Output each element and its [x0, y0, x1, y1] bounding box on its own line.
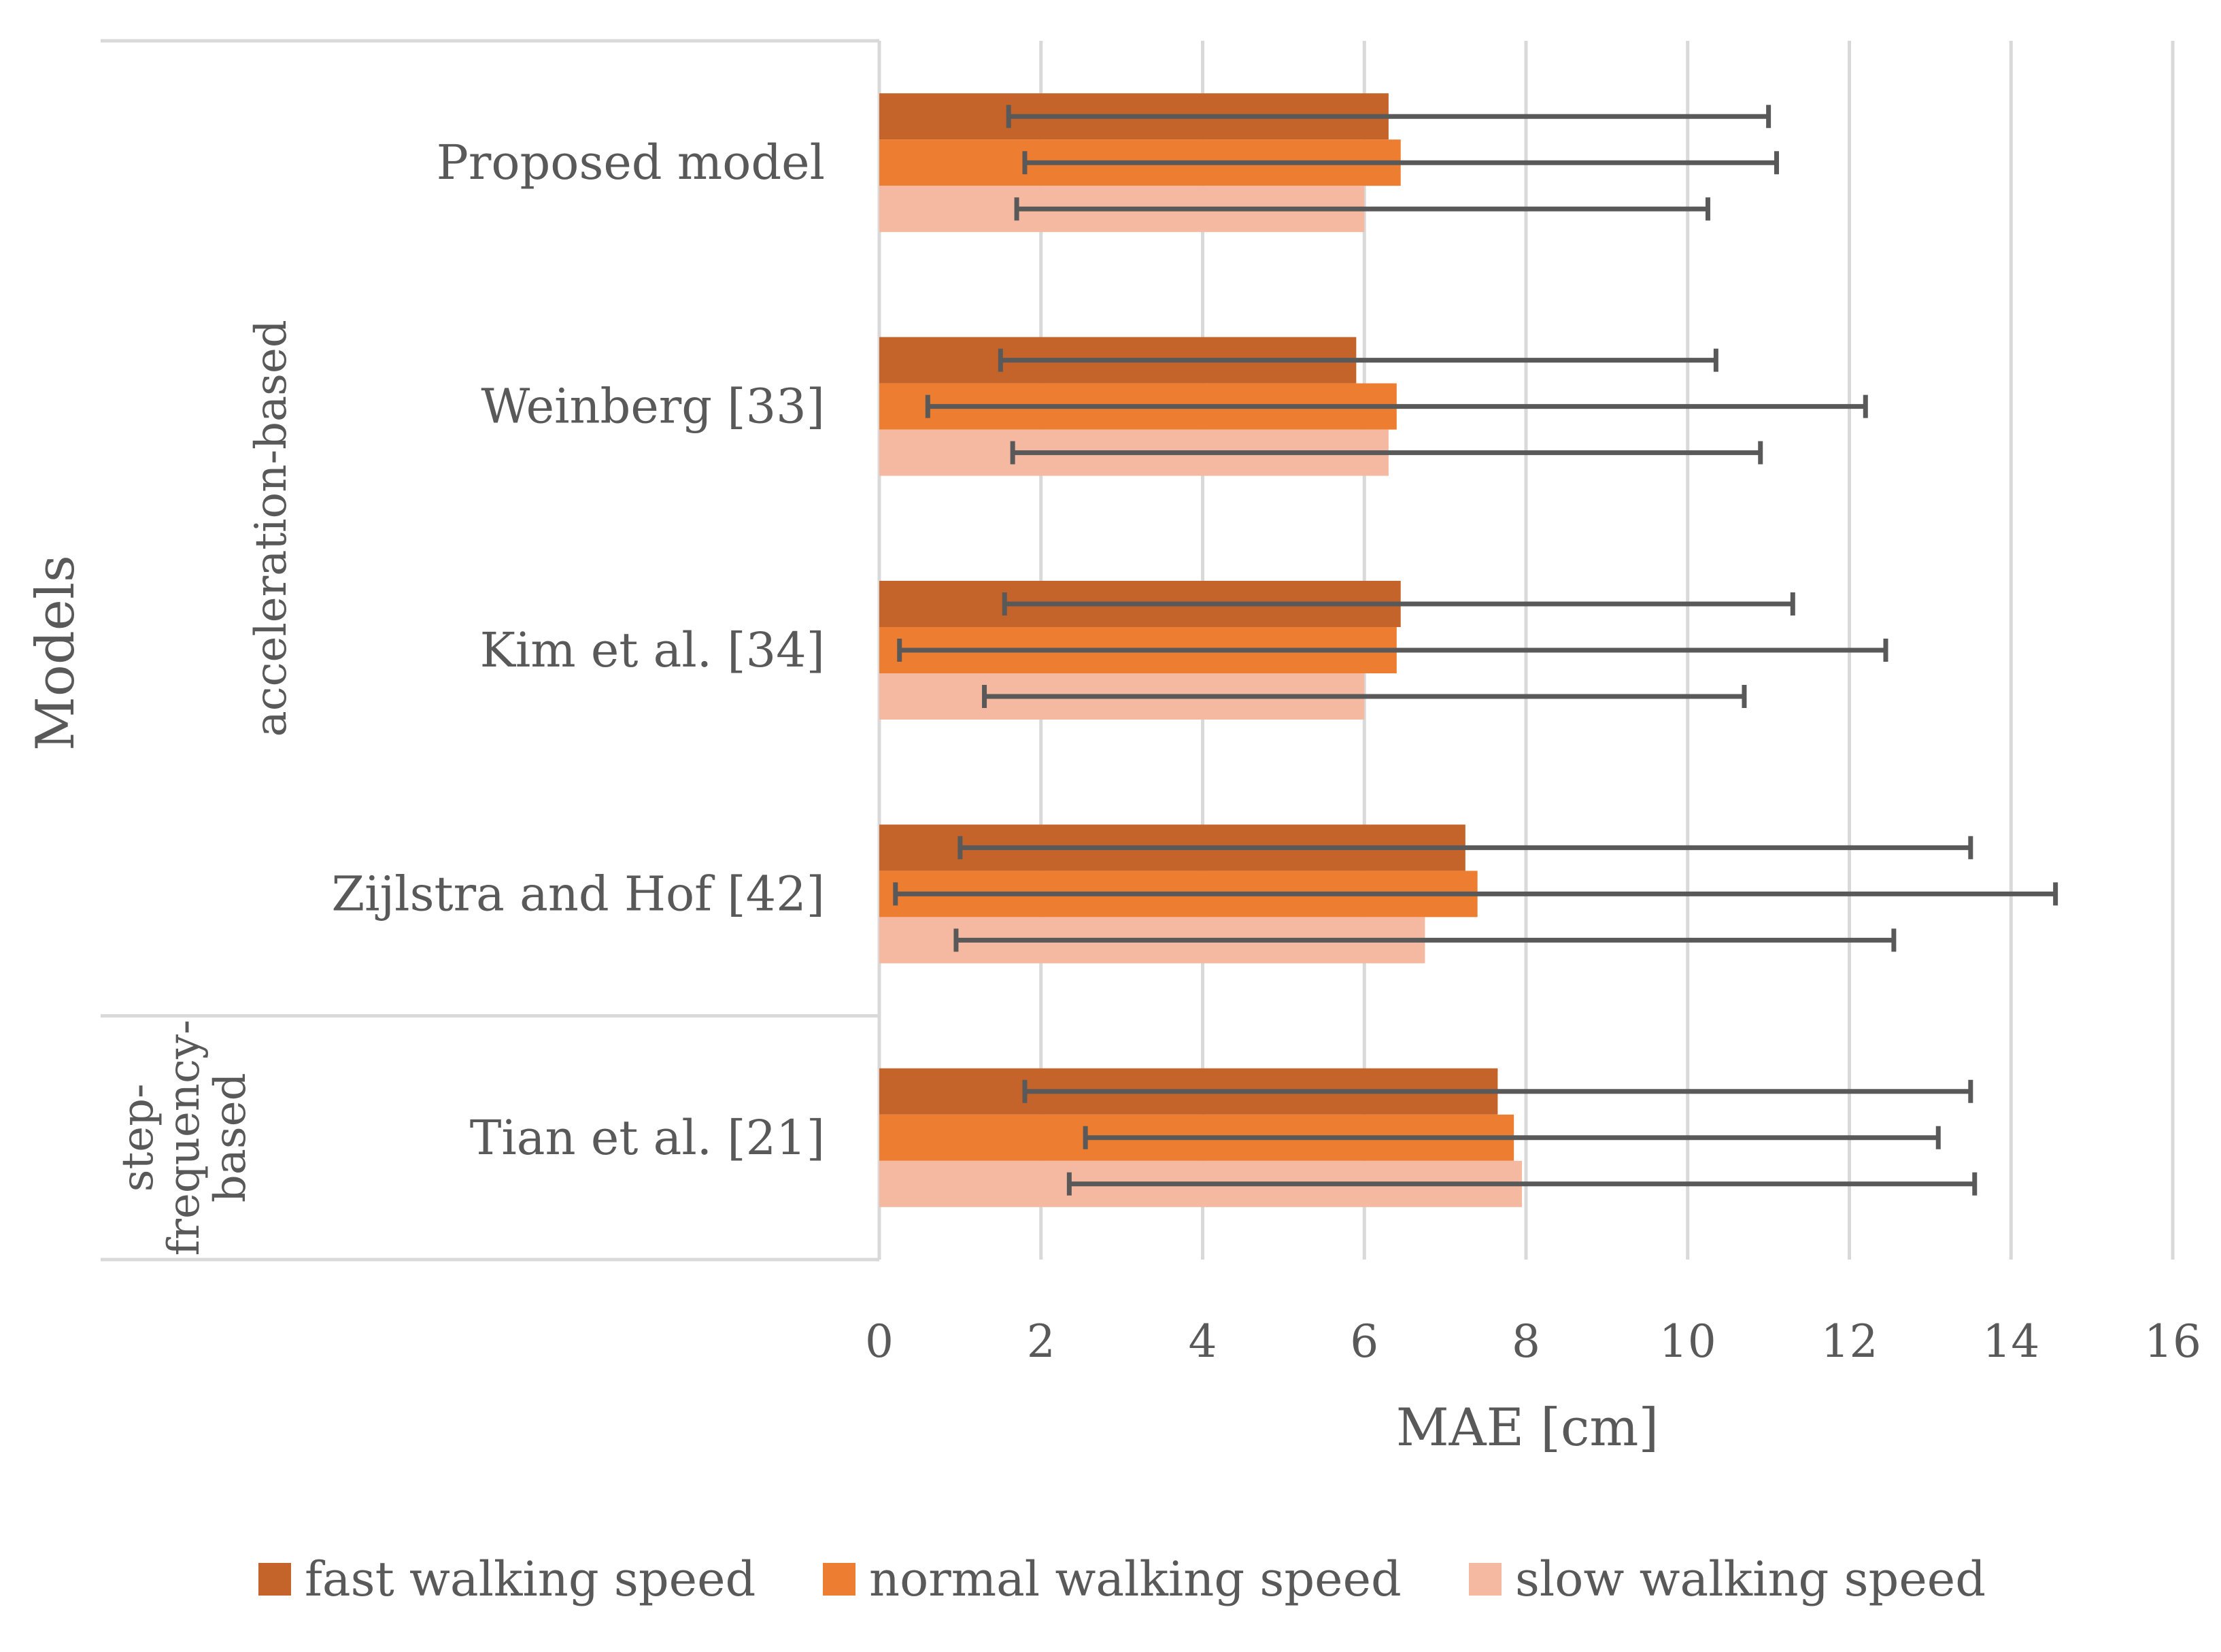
- x-axis-title: MAE [cm]: [1396, 1397, 1659, 1457]
- group-label: step-: [113, 1083, 163, 1192]
- category-label: Proposed model: [437, 135, 825, 190]
- x-tick-label: 16: [2144, 1315, 2201, 1368]
- x-tick-label: 10: [1659, 1315, 1716, 1368]
- x-tick-label: 12: [1821, 1315, 1878, 1368]
- group-label: acceleration-based: [246, 320, 296, 737]
- group-label: frequency-: [159, 1019, 209, 1255]
- legend-swatch: [823, 1563, 855, 1596]
- axis-labels: Models MAE [cm] 0 2 4 6 8 10 12 14 16 acceleratio…: [25, 135, 2201, 1457]
- group-label: based: [205, 1073, 256, 1202]
- category-label: Weinberg [33]: [481, 379, 825, 435]
- y-axis-title: Models: [25, 555, 86, 751]
- category-label: Tian et al. [21]: [470, 1110, 825, 1166]
- legend-label: normal walking speed: [869, 1551, 1402, 1607]
- category-label: Zijlstra and Hof [42]: [331, 866, 825, 922]
- x-tick-label: 8: [1512, 1315, 1540, 1368]
- x-tick-label: 4: [1189, 1315, 1217, 1368]
- x-tick-label: 14: [1982, 1315, 2039, 1368]
- x-tick-label: 2: [1027, 1315, 1055, 1368]
- legend: fast walking speed normal walking speed sl…: [258, 1551, 1986, 1607]
- legend-label: slow walking speed: [1515, 1551, 1986, 1607]
- legend-swatch: [1469, 1563, 1502, 1596]
- x-tick-label: 0: [865, 1315, 894, 1368]
- legend-label: fast walking speed: [305, 1551, 756, 1607]
- category-label: Kim et al. [34]: [480, 622, 825, 678]
- error-bars: [893, 105, 2058, 1196]
- x-tick-label: 6: [1350, 1315, 1378, 1368]
- legend-swatch: [258, 1563, 291, 1596]
